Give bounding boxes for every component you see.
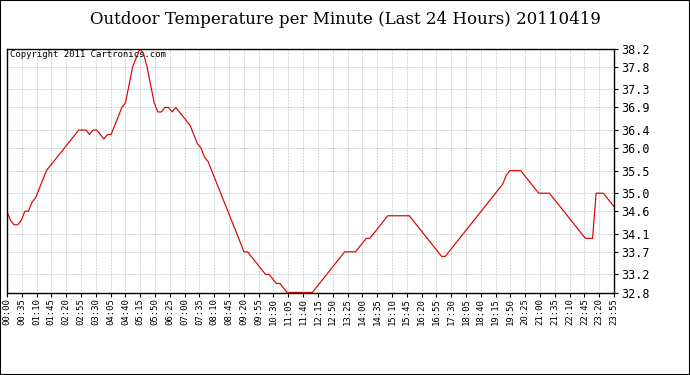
Text: Outdoor Temperature per Minute (Last 24 Hours) 20110419: Outdoor Temperature per Minute (Last 24 … xyxy=(90,11,600,28)
Text: Copyright 2011 Cartronics.com: Copyright 2011 Cartronics.com xyxy=(10,50,166,59)
